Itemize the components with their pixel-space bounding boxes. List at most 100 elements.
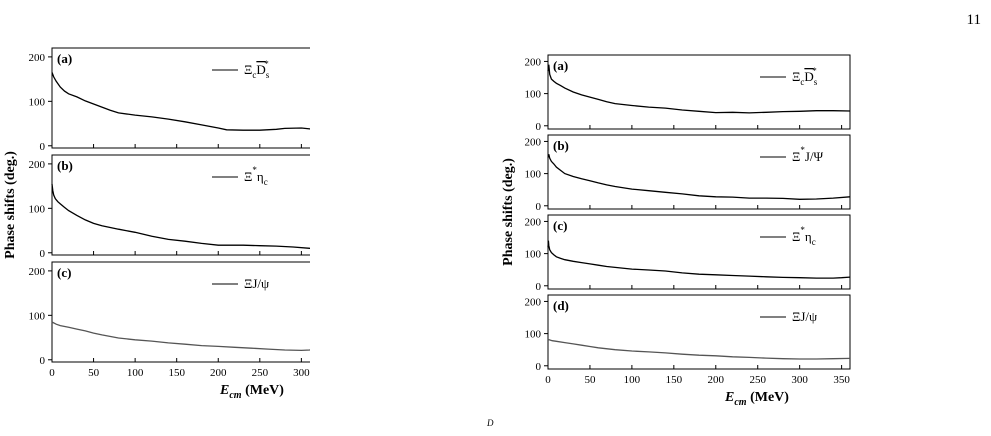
x-tick-label: 300 <box>293 367 310 379</box>
y-tick-label: 200 <box>525 56 542 68</box>
x-axis-label-main: E <box>724 390 734 405</box>
y-tick-label: 100 <box>525 169 542 181</box>
y-tick-label: 100 <box>525 89 542 101</box>
y-tick-label: 200 <box>29 266 46 278</box>
y-tick-label: 200 <box>525 296 542 308</box>
y-tick-label: 100 <box>29 96 46 108</box>
legend-label: Ξ*ηc <box>244 165 268 187</box>
panel-a: 0 100 200 (a) ΞcDs* <box>525 54 851 133</box>
series-line <box>51 72 310 131</box>
panel-tag: (d) <box>553 298 569 313</box>
panel-tag: (a) <box>57 51 72 66</box>
x-axis-label-sub: cm <box>734 397 746 408</box>
panel-frame <box>547 134 851 210</box>
panel-tag: (c) <box>57 265 71 280</box>
legend-rest: η <box>257 169 264 184</box>
legend-rest: J/Ψ <box>805 149 824 164</box>
x-tick-label: 100 <box>624 374 641 386</box>
x-tick-label: 0 <box>545 374 551 386</box>
legend-sup: * <box>800 225 805 235</box>
y-tick-label: 0 <box>536 281 542 293</box>
legend-label: ΞJ/ψ <box>244 276 269 291</box>
legend-label: Ξ*ηc <box>792 225 816 247</box>
legend-label: Ξ*J/Ψ <box>792 145 824 164</box>
y-tick-label: 100 <box>29 310 46 322</box>
panel-c: 0 100 200 (c) Ξ*ηc <box>525 214 851 293</box>
y-tick-label: 200 <box>29 52 46 64</box>
legend-rest: η <box>805 229 812 244</box>
stray-mark: D <box>487 418 494 428</box>
y-tick-label: 200 <box>525 216 542 228</box>
panel-frame <box>547 214 851 290</box>
panel-tag: (c) <box>553 218 567 233</box>
x-axis-label-sub: cm <box>229 390 241 401</box>
x-axis-label: Ecm (MeV) <box>724 390 789 408</box>
y-axis-label: Phase shifts (deg.) <box>501 158 516 266</box>
y-tick-label: 100 <box>525 329 542 341</box>
x-tick-label: 50 <box>584 374 596 386</box>
series-line <box>547 338 851 360</box>
y-tick-label: 100 <box>525 249 542 261</box>
panel-b: 0 100 200 (b) Ξ*J/Ψ <box>525 134 851 213</box>
legend-sup: * <box>264 59 269 69</box>
panel-frame <box>51 154 310 256</box>
panel-frame <box>51 47 310 149</box>
legend-label: ΞcDs* <box>244 59 270 80</box>
x-tick-label: 300 <box>791 374 808 386</box>
panel-tag: (b) <box>57 158 73 173</box>
legend-base: Ξ <box>244 62 252 77</box>
legend-sup: * <box>252 165 257 175</box>
panel-c: 0 100 200 (c) ΞJ/ψ <box>29 261 310 367</box>
panel-frame <box>547 54 851 130</box>
legend-base: Ξ <box>792 229 800 244</box>
x-tick-label: 350 <box>833 374 850 386</box>
x-tick-label: 250 <box>749 374 766 386</box>
series-line <box>51 183 310 250</box>
legend-sub2: s <box>814 77 818 87</box>
panel-frame <box>547 294 851 370</box>
page-number: 11 <box>966 12 981 28</box>
legend-rest-sub: c <box>812 237 816 247</box>
legend-sup: * <box>812 66 817 76</box>
panel-frame <box>51 261 310 363</box>
panel-b: 0 100 200 (b) Ξ*ηc <box>29 154 310 260</box>
legend-sub: c <box>252 70 256 80</box>
x-axis-label-main: E <box>219 383 229 398</box>
y-tick-label: 0 <box>536 361 542 373</box>
legend-sub: c <box>800 77 804 87</box>
legend-sup: * <box>800 145 805 155</box>
series-line <box>547 64 851 114</box>
panel-tag: (b) <box>553 138 569 153</box>
legend-base: Ξ <box>792 149 800 164</box>
x-tick-label: 50 <box>88 367 100 379</box>
x-tick-label: 250 <box>252 367 269 379</box>
y-tick-label: 200 <box>525 136 542 148</box>
y-tick-label: 0 <box>40 355 46 367</box>
legend-base: ΞJ/ψ <box>792 309 817 324</box>
legend-rest-sub: c <box>264 177 268 187</box>
x-tick-label: 150 <box>168 367 185 379</box>
series-line <box>547 154 851 200</box>
legend-base: Ξ <box>792 69 800 84</box>
legend-base: Ξ <box>244 169 252 184</box>
x-tick-label: 100 <box>127 367 144 379</box>
legend-base: ΞJ/ψ <box>244 276 269 291</box>
y-axis-label: Phase shifts (deg.) <box>3 151 18 259</box>
panel-d: 0 100 200 (d) ΞJ/ψ <box>525 294 851 373</box>
series-line <box>51 321 310 352</box>
series-line <box>547 240 851 279</box>
y-tick-label: 100 <box>29 203 46 215</box>
x-tick-label: 150 <box>666 374 683 386</box>
x-axis-label: Ecm (MeV) <box>219 383 284 401</box>
x-axis-label-unit: (MeV) <box>747 390 790 405</box>
panel-a: 0 100 200 (a) ΞcDs* <box>29 47 310 153</box>
legend-label: ΞcDs* <box>792 66 818 87</box>
x-axis-label-unit: (MeV) <box>242 383 285 398</box>
y-tick-label: 0 <box>536 121 542 133</box>
y-tick-label: 0 <box>40 248 46 260</box>
y-tick-label: 0 <box>536 201 542 213</box>
x-tick-label: 0 <box>49 367 55 379</box>
y-tick-label: 200 <box>29 159 46 171</box>
